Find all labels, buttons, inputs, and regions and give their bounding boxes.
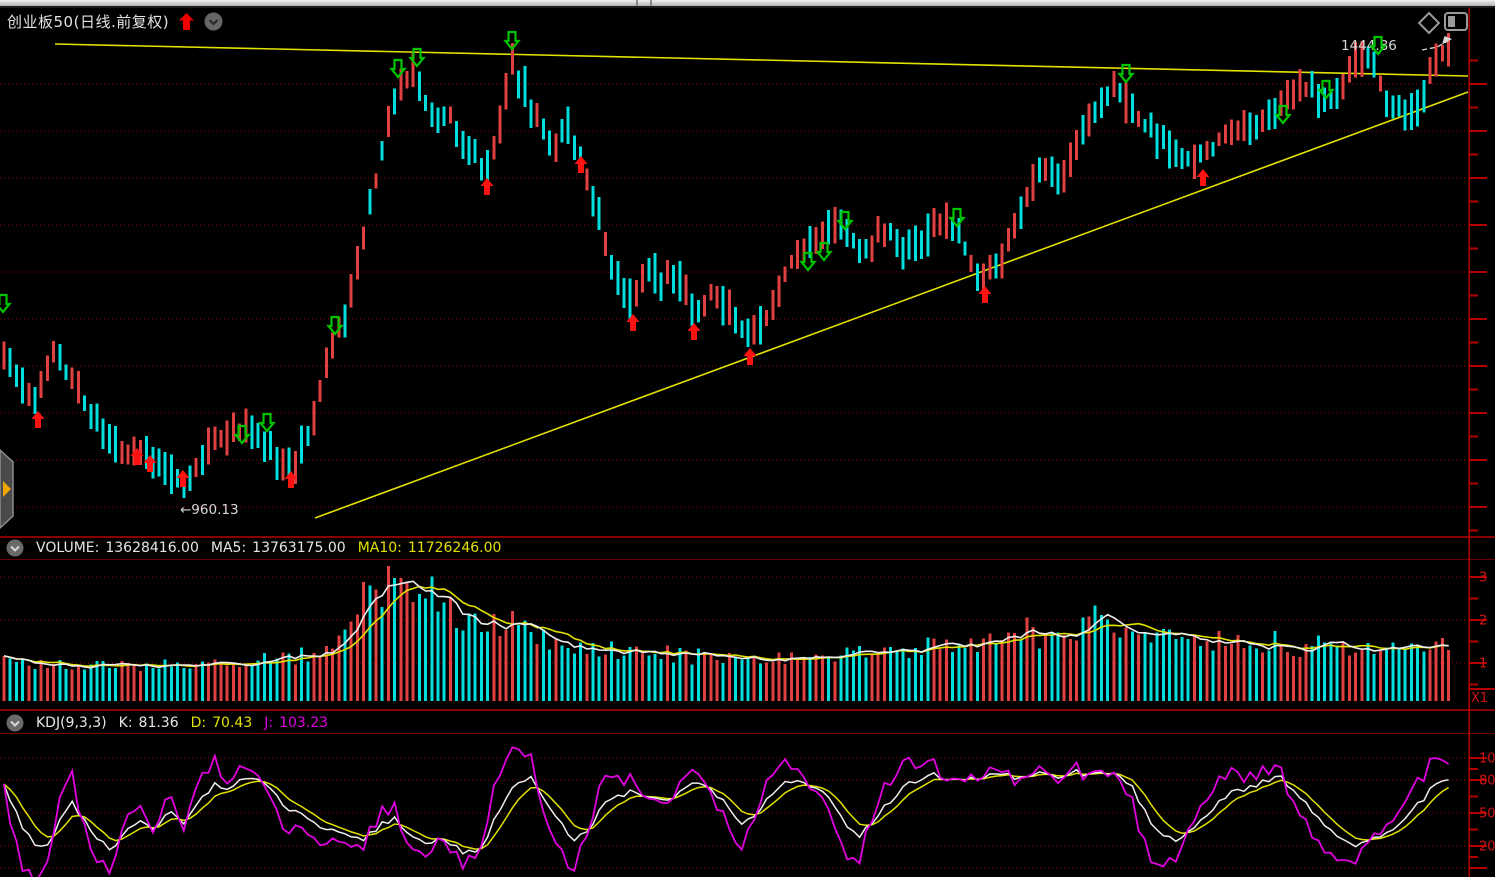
low-price-label: ←960.13 bbox=[180, 502, 239, 518]
candlestick-series bbox=[2, 33, 1451, 498]
svg-text:100: 100 bbox=[1479, 752, 1495, 767]
kdj-pane-header: KDJ(9,3,3) K: 81.36 D: 70.43 J: 103.23 bbox=[6, 712, 328, 734]
signal-arrows bbox=[0, 30, 1387, 488]
j-value: 103.23 bbox=[279, 715, 329, 731]
up-arrow-icon bbox=[179, 12, 195, 30]
gridlines bbox=[0, 83, 1466, 869]
chevron-down-icon[interactable] bbox=[6, 539, 24, 557]
sell-signal-arrow bbox=[408, 47, 426, 68]
volume-scale-multiplier: X1 bbox=[1471, 691, 1488, 706]
kdj-k-line bbox=[3, 768, 1449, 855]
window-chrome-strip bbox=[0, 0, 1495, 8]
volume-ma-lines bbox=[3, 580, 1449, 669]
sell-signal-arrow bbox=[1369, 35, 1387, 56]
k-label: K: bbox=[118, 715, 133, 731]
sell-signal-arrow bbox=[0, 293, 12, 314]
buy-signal-arrow bbox=[143, 455, 157, 472]
expand-right-icon bbox=[3, 481, 11, 497]
kdj-j-line bbox=[3, 746, 1450, 877]
volume-value: 13628416.00 bbox=[105, 540, 199, 556]
k-value: 81.36 bbox=[138, 715, 179, 731]
split-panel-icon[interactable] bbox=[1444, 12, 1468, 31]
buy-signal-arrow bbox=[1196, 169, 1210, 186]
buy-signal-arrow bbox=[480, 178, 494, 195]
volume-ma5-line bbox=[3, 580, 1449, 669]
sell-signal-arrow bbox=[389, 58, 407, 79]
right-price-axis bbox=[1468, 5, 1495, 877]
sell-signal-arrow bbox=[1117, 63, 1135, 84]
chevron-down-icon[interactable] bbox=[6, 714, 24, 732]
ma10-value: 11726246.00 bbox=[407, 540, 502, 556]
buy-signal-arrow bbox=[743, 348, 757, 365]
svg-text:80: 80 bbox=[1479, 774, 1495, 789]
svg-text:2: 2 bbox=[1479, 614, 1487, 629]
trendline-lower-ascending bbox=[314, 91, 1469, 519]
svg-text:20: 20 bbox=[1479, 840, 1495, 855]
sell-signal-arrow bbox=[326, 315, 344, 336]
buy-signal-arrow bbox=[284, 471, 298, 488]
volume-label: VOLUME: bbox=[36, 540, 100, 556]
last-price-label: 1444.86 bbox=[1341, 38, 1397, 54]
sell-signal-arrow bbox=[799, 251, 817, 272]
sell-signal-arrow bbox=[503, 30, 521, 51]
d-label: D: bbox=[190, 715, 207, 731]
chart-title-bar: 创业板50(日线.前复权) bbox=[7, 10, 223, 32]
sell-signal-arrow bbox=[1317, 79, 1335, 100]
svg-text:1: 1 bbox=[1479, 657, 1487, 672]
toolbar-splitter[interactable] bbox=[636, 0, 638, 6]
svg-text:50: 50 bbox=[1479, 807, 1495, 822]
sidebar-flyout-handle[interactable] bbox=[0, 448, 14, 530]
pane-separators bbox=[0, 536, 1495, 734]
volume-pane-header: VOLUME: 13628416.00 MA5: 13763175.00 MA1… bbox=[6, 537, 501, 559]
axis-labels: 3 2 1 100 80 50 20 bbox=[1479, 571, 1495, 855]
ma5-label: MA5: bbox=[210, 540, 247, 556]
buy-signal-arrow bbox=[574, 156, 588, 173]
ma5-value: 13763175.00 bbox=[252, 540, 346, 556]
buy-signal-arrow bbox=[687, 323, 701, 340]
j-label: J: bbox=[264, 715, 274, 731]
chevron-down-icon[interactable] bbox=[204, 12, 223, 31]
buy-signal-arrow bbox=[626, 314, 640, 331]
toolbar-splitter[interactable] bbox=[650, 0, 652, 6]
kdj-d-line bbox=[3, 772, 1449, 850]
trendlines bbox=[54, 43, 1469, 519]
sell-signal-arrow bbox=[1274, 104, 1292, 125]
d-value: 70.43 bbox=[212, 715, 253, 731]
volume-bar-series bbox=[2, 565, 1451, 701]
sell-signal-arrow bbox=[815, 241, 833, 262]
sell-signal-arrow bbox=[948, 207, 966, 228]
sell-signal-arrow bbox=[233, 424, 251, 445]
buy-signal-arrow bbox=[176, 470, 190, 487]
ma10-label: MA10: bbox=[357, 540, 402, 556]
trendline-upper-descending bbox=[54, 43, 1469, 77]
buy-signal-arrow bbox=[31, 411, 45, 428]
svg-text:3: 3 bbox=[1479, 571, 1487, 586]
kdj-lines bbox=[3, 746, 1450, 877]
buy-signal-arrow bbox=[130, 448, 144, 465]
page-title: 创业板50(日线.前复权) bbox=[7, 12, 170, 31]
buy-signal-arrow bbox=[978, 286, 992, 303]
sell-signal-arrow bbox=[258, 412, 276, 433]
kdj-params-label: KDJ(9,3,3) bbox=[36, 715, 107, 731]
sell-signal-arrow bbox=[836, 210, 854, 231]
price-annotation-arrow bbox=[1421, 36, 1452, 51]
